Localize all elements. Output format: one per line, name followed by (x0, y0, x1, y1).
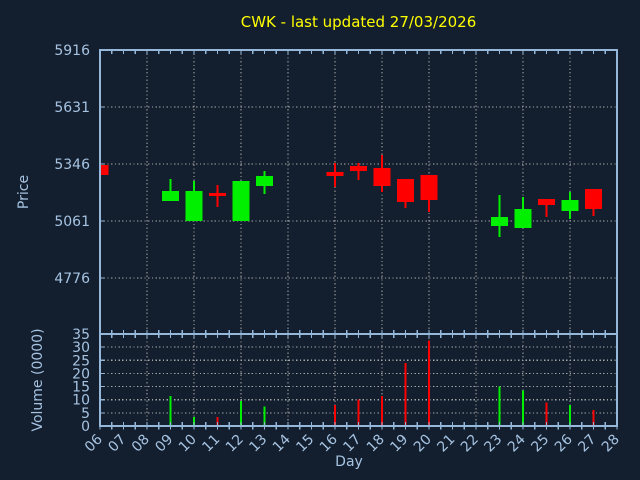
price-tick-label: 5346 (54, 157, 90, 173)
candle-body (162, 191, 179, 202)
volume-tick-label: 15 (72, 380, 90, 396)
candle-body (209, 193, 226, 197)
candle-body (561, 200, 579, 212)
volume-tick-label: 5 (81, 406, 90, 422)
x-tick-label: 10 (176, 432, 200, 456)
price-tick-label: 5631 (54, 100, 90, 116)
x-tick-label: 26 (552, 431, 576, 455)
x-tick-label: 16 (317, 431, 341, 455)
x-tick-label: 07 (105, 432, 129, 456)
price-tick-label: 5916 (54, 43, 90, 59)
x-tick-label: 18 (364, 432, 388, 456)
volume-tick-label: 35 (72, 327, 90, 343)
x-tick-label: 08 (129, 432, 153, 456)
candle-body (185, 191, 203, 222)
candle-body (350, 166, 367, 172)
x-tick-label: 27 (575, 432, 599, 456)
candle-body (585, 189, 602, 210)
x-tick-label: 14 (270, 431, 294, 455)
volume-tick-label: 10 (72, 393, 90, 409)
price-tick-label: 5061 (54, 214, 90, 230)
candle-body (514, 209, 532, 229)
candle-body (397, 179, 414, 203)
x-tick-label: 19 (387, 432, 411, 456)
x-tick-label: 12 (223, 432, 247, 456)
candle-body (420, 175, 438, 201)
candle-body (538, 199, 555, 206)
x-tick-label: 28 (599, 432, 623, 456)
price-tick-label: 4776 (54, 271, 90, 287)
x-tick-label: 20 (411, 432, 435, 456)
x-tick-label: 24 (505, 431, 529, 455)
candle-body (373, 168, 391, 187)
x-tick-label: 21 (434, 432, 458, 456)
chart-title: CWK - last updated 27/03/2026 (240, 13, 477, 31)
x-tick-label: 09 (152, 432, 176, 456)
candle-body (326, 172, 344, 177)
volume-tick-label: 0 (81, 419, 90, 435)
candles-group (100, 155, 602, 238)
x-tick-label: 17 (340, 432, 364, 456)
x-tick-label: 25 (528, 432, 552, 456)
x-tick-label: 22 (458, 432, 482, 456)
volume-tick-label: 20 (72, 366, 90, 382)
volume-tick-label: 25 (72, 353, 90, 369)
candle-body (256, 176, 273, 187)
x-tick-label: 15 (293, 432, 317, 456)
candle-body (491, 217, 508, 227)
x-tick-label: 06 (82, 431, 106, 455)
candle-body (100, 165, 109, 176)
volume-tick-label: 30 (72, 340, 90, 356)
x-tick-label: 13 (246, 432, 270, 456)
x-tick-label: 11 (199, 432, 223, 456)
x-axis-label: Day (335, 454, 363, 470)
x-tick-label: 23 (481, 432, 505, 456)
candle-body (232, 181, 250, 222)
